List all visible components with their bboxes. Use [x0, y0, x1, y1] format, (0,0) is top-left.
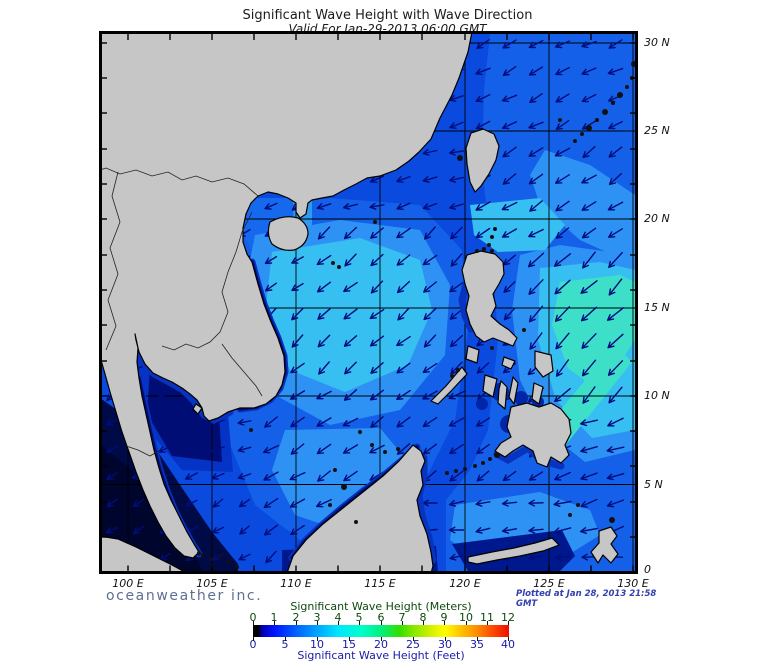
legend-tick-mark — [317, 621, 318, 625]
country-borders — [102, 167, 263, 457]
land-palawan — [430, 366, 468, 405]
legend-tick-mark — [296, 621, 297, 625]
landmasses — [102, 34, 619, 572]
oceanweather-credit: oceanweather inc. — [106, 588, 263, 604]
legend-meters-tick: 12 — [501, 611, 515, 624]
legend-meters-tick: 7 — [398, 611, 406, 624]
legend-tick-mark — [285, 637, 286, 641]
lon-label: 125 E — [533, 577, 565, 590]
legend-feet-tick: 35 — [470, 638, 484, 651]
legend-feet-label: Significant Wave Height (Feet) — [297, 649, 465, 662]
legend-tick-mark — [349, 637, 350, 641]
land-luzon — [461, 250, 518, 347]
lon-label: 105 E — [196, 577, 228, 590]
legend-feet-tick: 25 — [406, 638, 420, 651]
legend-meters-label: Significant Wave Height (Meters) — [290, 600, 472, 613]
land-hainan — [267, 216, 309, 251]
legend-meters-tick: 0 — [249, 611, 257, 624]
legend-feet-tick: 20 — [374, 638, 388, 651]
legend-tick-mark — [413, 637, 414, 641]
land-borneo — [286, 444, 434, 572]
wave-height-colorbar — [253, 625, 509, 637]
legend-tick-mark — [487, 621, 488, 625]
legend-meters-tick: 6 — [377, 611, 385, 624]
legend-feet-tick: 30 — [438, 638, 452, 651]
lat-label: 0 — [644, 563, 651, 576]
plotted-timestamp: Plotted at Jan 28, 2013 21:58 GMT — [516, 589, 657, 609]
map-border — [99, 31, 638, 574]
legend-tick-mark — [508, 637, 509, 641]
legend-tick-mark — [381, 621, 382, 625]
legend-meters-tick: 2 — [292, 611, 300, 624]
legend-tick-mark — [477, 637, 478, 641]
lat-label: 20 N — [644, 212, 670, 225]
legend-tick-mark — [381, 637, 382, 641]
legend-meters-tick: 8 — [419, 611, 427, 624]
legend-tick-mark — [253, 637, 254, 641]
land-taiwan — [465, 128, 500, 193]
legend-feet-tick: 15 — [342, 638, 356, 651]
legend-tick-mark — [359, 621, 360, 625]
legend-meters-tick: 3 — [313, 611, 321, 624]
land-sumatra — [102, 535, 185, 572]
legend-meters-tick: 9 — [440, 611, 448, 624]
island-specks — [197, 61, 636, 569]
legend-tick-mark — [423, 621, 424, 625]
legend-tick-mark — [338, 621, 339, 625]
legend-tick-mark — [466, 621, 467, 625]
lon-label: 130 E — [617, 577, 649, 590]
land-halmahera — [590, 526, 619, 564]
legend-feet-tick: 10 — [310, 638, 324, 651]
lat-label: 30 N — [644, 36, 670, 49]
land-asia-mainland — [102, 34, 473, 559]
legend-tick-mark — [508, 621, 509, 625]
legend-meters-tick: 1 — [270, 611, 278, 624]
lon-label: 100 E — [112, 577, 144, 590]
legend-feet-tick: 40 — [501, 638, 515, 651]
legend-feet-tick: 5 — [281, 638, 289, 651]
lat-label: 15 N — [644, 301, 670, 314]
land-sulawesi — [467, 537, 560, 565]
legend-meters-tick: 10 — [459, 611, 473, 624]
legend-tick-mark — [253, 621, 254, 625]
legend-tick-mark — [274, 621, 275, 625]
legend-meters-tick: 11 — [480, 611, 494, 624]
legend-tick-mark — [445, 637, 446, 641]
legend-tick-mark — [317, 637, 318, 641]
lon-label: 110 E — [280, 577, 312, 590]
legend-meters-tick: 5 — [355, 611, 363, 624]
lon-label: 120 E — [449, 577, 481, 590]
lat-label: 10 N — [644, 389, 670, 402]
legend-tick-mark — [402, 621, 403, 625]
legend-feet-tick: 0 — [249, 638, 257, 651]
page-title: Significant Wave Height with Wave Direct… — [242, 8, 533, 23]
lon-label: 115 E — [364, 577, 396, 590]
land-mindanao — [494, 402, 572, 468]
legend-meters-tick: 4 — [334, 611, 342, 624]
legend-tick-mark — [444, 621, 445, 625]
lat-label: 25 N — [644, 124, 670, 137]
lat-label: 5 N — [644, 478, 663, 491]
